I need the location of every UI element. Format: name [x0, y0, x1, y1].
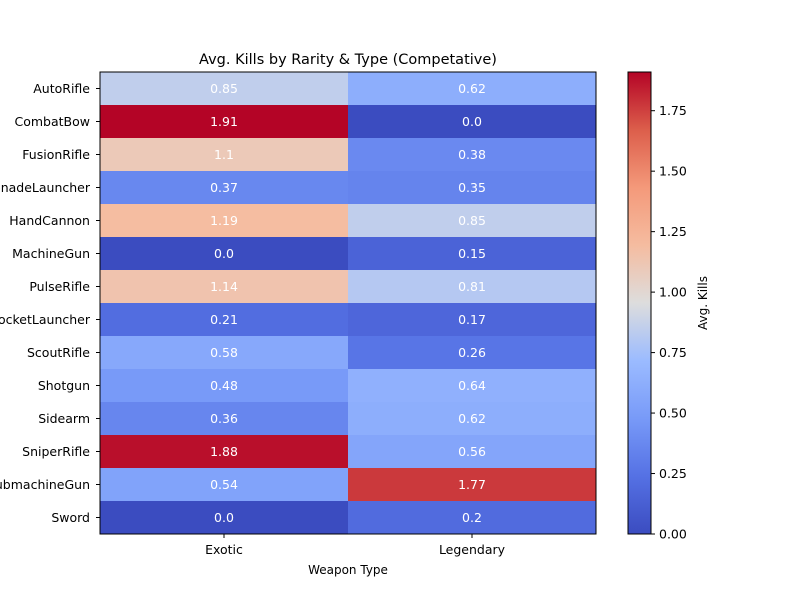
y-tick-label: SubmachineGun	[0, 477, 90, 492]
cell-value-label: 0.37	[210, 180, 238, 195]
x-axis-label: Weapon Type	[308, 563, 388, 577]
colorbar-tick-label: 0.00	[659, 527, 687, 542]
heatmap-cell	[348, 369, 597, 403]
heatmap-cell	[100, 72, 349, 106]
heatmap-cell	[100, 105, 349, 139]
y-tick-label: Shotgun	[38, 378, 90, 393]
heatmap-cell	[100, 468, 349, 502]
colorbar-tick-label: 1.25	[659, 224, 687, 239]
cell-value-label: 0.21	[210, 312, 238, 327]
y-tick-label: MachineGun	[12, 246, 90, 261]
heatmap-cell	[348, 72, 597, 106]
colorbar-ticks: 0.00 0.25 0.50 0.75 1.00 1.25 1.50 1.75	[651, 103, 687, 542]
chart-title: Avg. Kills by Rarity & Type (Competative…	[199, 52, 497, 68]
x-axis-ticks: Exotic Legendary	[205, 534, 506, 557]
y-tick-label: Sword	[51, 510, 90, 525]
colorbar-tick-label: 1.00	[659, 285, 687, 300]
heatmap-cell	[100, 369, 349, 403]
colorbar-tick-label: 1.50	[659, 164, 687, 179]
heatmap-cell	[348, 204, 597, 238]
y-tick-label: GrenadeLauncher	[0, 180, 91, 195]
cell-value-label: 0.26	[458, 345, 486, 360]
colorbar-label: Avg. Kills	[696, 276, 710, 330]
cell-value-label: 1.88	[210, 444, 238, 459]
heatmap-cell	[348, 270, 597, 304]
colorbar-tick-label: 0.50	[659, 406, 687, 421]
cell-value-label: 0.2	[462, 510, 482, 525]
heatmap-cell	[348, 105, 597, 139]
heatmap-cell	[100, 204, 349, 238]
cell-value-label: 0.54	[210, 477, 238, 492]
cell-value-label: 0.48	[210, 378, 238, 393]
heatmap-cell	[348, 336, 597, 370]
heatmap-cell	[348, 468, 597, 502]
heatmap-cell	[348, 402, 597, 436]
heatmap-cell	[100, 435, 349, 469]
heatmap-cell	[348, 237, 597, 271]
plot-frame	[99, 71, 597, 535]
y-axis-ticks	[96, 88, 100, 518]
heatmap-cell	[100, 270, 349, 304]
cell-value-label: 0.56	[458, 444, 486, 459]
x-tick-label: Exotic	[205, 542, 243, 557]
heatmap-cell	[348, 138, 597, 172]
heatmap-cell	[348, 171, 597, 205]
heatmap-cell	[348, 435, 597, 469]
cell-value-label: 0.0	[214, 246, 234, 261]
heatmap-cell	[100, 303, 349, 337]
heatmap-cell	[348, 303, 597, 337]
cell-value-label: 0.17	[458, 312, 486, 327]
x-tick-label: Legendary	[439, 542, 506, 557]
heatmap-cell	[100, 138, 349, 172]
cell-value-label: 0.85	[458, 213, 486, 228]
y-axis-labels: AutoRifle CombatBow FusionRifle GrenadeLaun…	[0, 81, 91, 525]
heatmap-cell	[100, 402, 349, 436]
cell-value-label: 0.81	[458, 279, 486, 294]
cell-value-labels: 0.85 0.62 1.91 0.0 1.1 0.38 0.37 0.35 1.19 0.85 0.…	[210, 81, 486, 525]
y-tick-label: ScoutRifle	[27, 345, 90, 360]
cell-value-label: 1.19	[210, 213, 238, 228]
y-tick-label: PulseRifle	[29, 279, 90, 294]
heatmap-cell	[100, 501, 349, 535]
cell-value-label: 0.64	[458, 378, 486, 393]
y-tick-label: AutoRifle	[33, 81, 90, 96]
heatmap-cell	[100, 336, 349, 370]
cell-value-label: 0.58	[210, 345, 238, 360]
cell-value-label: 0.0	[462, 114, 482, 129]
cell-value-label: 0.85	[210, 81, 238, 96]
heatmap-cell	[100, 171, 349, 205]
colorbar-tick-label: 1.75	[659, 103, 687, 118]
cell-value-label: 1.14	[210, 279, 238, 294]
colorbar	[627, 71, 652, 535]
cell-value-label: 0.62	[458, 81, 486, 96]
cell-value-label: 0.38	[458, 147, 486, 162]
y-tick-label: SniperRifle	[22, 444, 90, 459]
heatmap-cell	[100, 237, 349, 271]
cell-value-label: 0.36	[210, 411, 238, 426]
cell-value-label: 0.62	[458, 411, 486, 426]
cell-value-label: 1.77	[458, 477, 486, 492]
y-tick-label: HandCannon	[9, 213, 90, 228]
cell-value-label: 1.91	[210, 114, 238, 129]
cell-value-label: 0.0	[214, 510, 234, 525]
y-tick-label: FusionRifle	[22, 147, 90, 162]
cell-value-label: 0.35	[458, 180, 486, 195]
y-tick-label: CombatBow	[15, 114, 91, 129]
colorbar-tick-label: 0.25	[659, 466, 687, 481]
cell-value-label: 0.15	[458, 246, 486, 261]
y-tick-label: RocketLauncher	[0, 312, 91, 327]
heatmap-cells	[100, 72, 597, 535]
y-tick-label: Sidearm	[38, 411, 90, 426]
heatmap-cell	[348, 501, 597, 535]
colorbar-tick-label: 0.75	[659, 345, 687, 360]
cell-value-label: 1.1	[214, 147, 234, 162]
